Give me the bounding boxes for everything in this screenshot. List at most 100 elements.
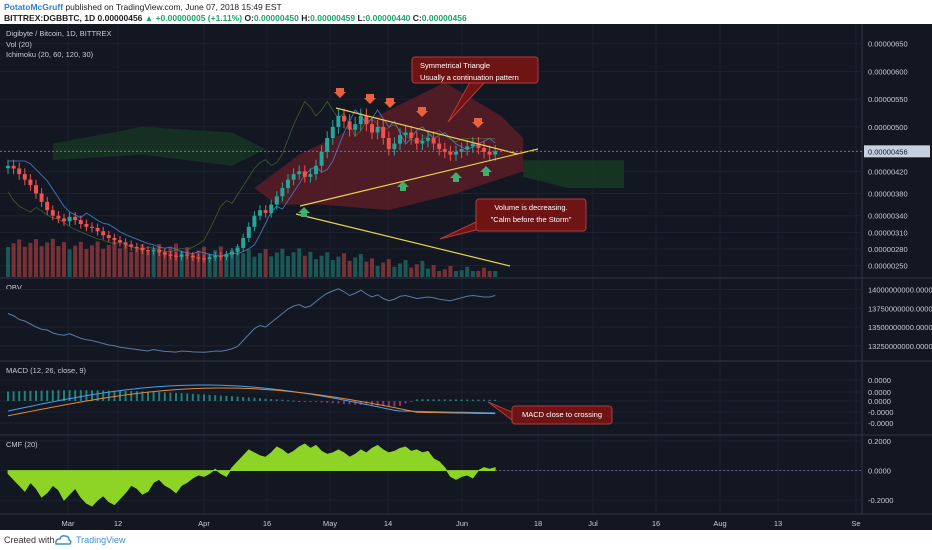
volume-trendline: [295, 213, 511, 267]
macd-histogram-bar: [348, 401, 351, 405]
candle-body: [280, 187, 285, 197]
current-price-label: 0.00000456: [868, 147, 908, 156]
ohlc-line: BITTREX:DGBBTC, 1D 0.00000456 ▲ +0.00000…: [4, 13, 467, 23]
macd-signal-line: [7, 387, 496, 417]
candle-body: [330, 126, 335, 139]
close-label: C:: [412, 13, 422, 23]
callout-text: Symmetrical Triangle: [420, 61, 490, 70]
candle-body: [11, 165, 16, 169]
tradingview-logo-icon: [55, 535, 72, 545]
volume-bar: [34, 239, 38, 277]
candle-body: [448, 151, 453, 155]
callout-box: [411, 56, 539, 84]
macd-histogram-bar: [292, 400, 295, 402]
candle-body: [470, 143, 475, 147]
volume-bar: [330, 259, 335, 277]
obv-tick-label: 14000000000.0000: [868, 286, 932, 295]
macd-histogram-bar: [225, 395, 228, 401]
candle-body: [241, 237, 246, 248]
macd-histogram-bar: [74, 390, 77, 401]
candle-body: [291, 174, 296, 180]
cmf-tick-label: 0.2000: [868, 437, 891, 446]
macd-histogram-bar: [320, 401, 323, 403]
publish-line: PotatoMcGruff published on TradingView.c…: [4, 2, 282, 12]
price-tick-label: 0.00000280: [868, 245, 908, 254]
candle-body: [179, 254, 184, 257]
tradingview-link[interactable]: TradingView: [76, 535, 126, 545]
cmf-tick-label: -0.2000: [868, 496, 893, 505]
candle-body: [157, 250, 162, 253]
macd-histogram-bar: [477, 399, 480, 401]
macd-histogram-bar: [40, 390, 43, 401]
candle-body: [269, 204, 274, 213]
candle-body: [426, 138, 430, 141]
macd-tick-label: 0.0000: [868, 397, 891, 406]
time-tick-label: May: [323, 519, 337, 528]
candle-body: [95, 227, 100, 232]
candle-body: [168, 254, 173, 256]
candle-body: [202, 258, 206, 260]
ichimoku-indicator-label: Ichimoku (20, 60, 120, 30): [6, 50, 94, 59]
macd-histogram-bar: [147, 391, 149, 401]
macd-histogram-bar: [163, 392, 166, 401]
macd-histogram-bar: [231, 396, 233, 401]
macd-histogram-bar: [23, 390, 26, 401]
volume-bar: [381, 262, 386, 277]
callout-text: "Calm before the Storm": [491, 215, 572, 224]
ichimoku-cloud-green-left: [52, 126, 266, 166]
time-tick-label: 16: [652, 519, 660, 528]
macd-histogram-bar: [494, 399, 497, 401]
macd-histogram-bar: [331, 401, 334, 404]
candle-body: [319, 151, 324, 166]
macd-histogram-bar: [287, 400, 289, 402]
volume-bar: [409, 267, 414, 277]
macd-histogram-bar: [180, 393, 183, 401]
volume-bar: [314, 259, 318, 277]
candle-body: [308, 174, 313, 177]
volume-bar: [269, 256, 274, 277]
candle-body: [62, 218, 66, 222]
candle-body: [459, 149, 464, 152]
cmf-area: [7, 443, 496, 507]
candle-body: [431, 138, 436, 144]
callout-text: MACD close to crossing: [522, 410, 602, 419]
open-value: 0.00000450: [253, 13, 299, 23]
volume-bar: [454, 271, 458, 277]
time-tick-label: Apr: [198, 519, 210, 528]
support-arrow-up-icon: [450, 172, 462, 182]
volume-bar: [375, 265, 380, 277]
macd-histogram-bar: [7, 391, 9, 401]
macd-histogram-bar: [236, 396, 239, 401]
volume-bar: [420, 260, 425, 277]
macd-histogram-bar: [113, 390, 116, 401]
macd-histogram-bar: [259, 398, 261, 401]
candle-body: [118, 240, 122, 243]
volume-bar: [347, 260, 352, 277]
candle-body: [386, 138, 391, 150]
macd-title: MACD (12, 26, close, 9): [6, 366, 87, 375]
candle-body: [375, 126, 380, 133]
volume-bar: [403, 260, 408, 277]
candle-body: [34, 185, 38, 194]
candle-body: [246, 226, 251, 238]
volume-bar: [56, 245, 61, 277]
volume-bar: [11, 243, 16, 277]
candle-body: [123, 242, 128, 245]
candle-body: [196, 257, 201, 259]
ichimoku-lagging-span: [7, 100, 496, 253]
author-link[interactable]: PotatoMcGruff: [4, 2, 64, 12]
volume-bar: [84, 249, 89, 277]
cmf-title: CMF (20): [6, 440, 38, 449]
candle-body: [482, 148, 486, 152]
macd-histogram-bar: [124, 390, 127, 401]
volume-bar: [302, 255, 307, 277]
candle-body: [218, 255, 223, 257]
low-label: L:: [357, 13, 366, 23]
macd-tick-label: 0.0000: [868, 376, 891, 385]
trading-chart[interactable]: 0.00000650 0.00000600 0.00000550 0.00000500…: [0, 24, 932, 530]
triangle-callout: Symmetrical Triangle Usually a continuati…: [411, 56, 539, 123]
volume-bar: [235, 246, 240, 277]
volume-bar: [151, 247, 156, 277]
volume-bar: [157, 243, 162, 277]
candle-body: [364, 115, 369, 125]
